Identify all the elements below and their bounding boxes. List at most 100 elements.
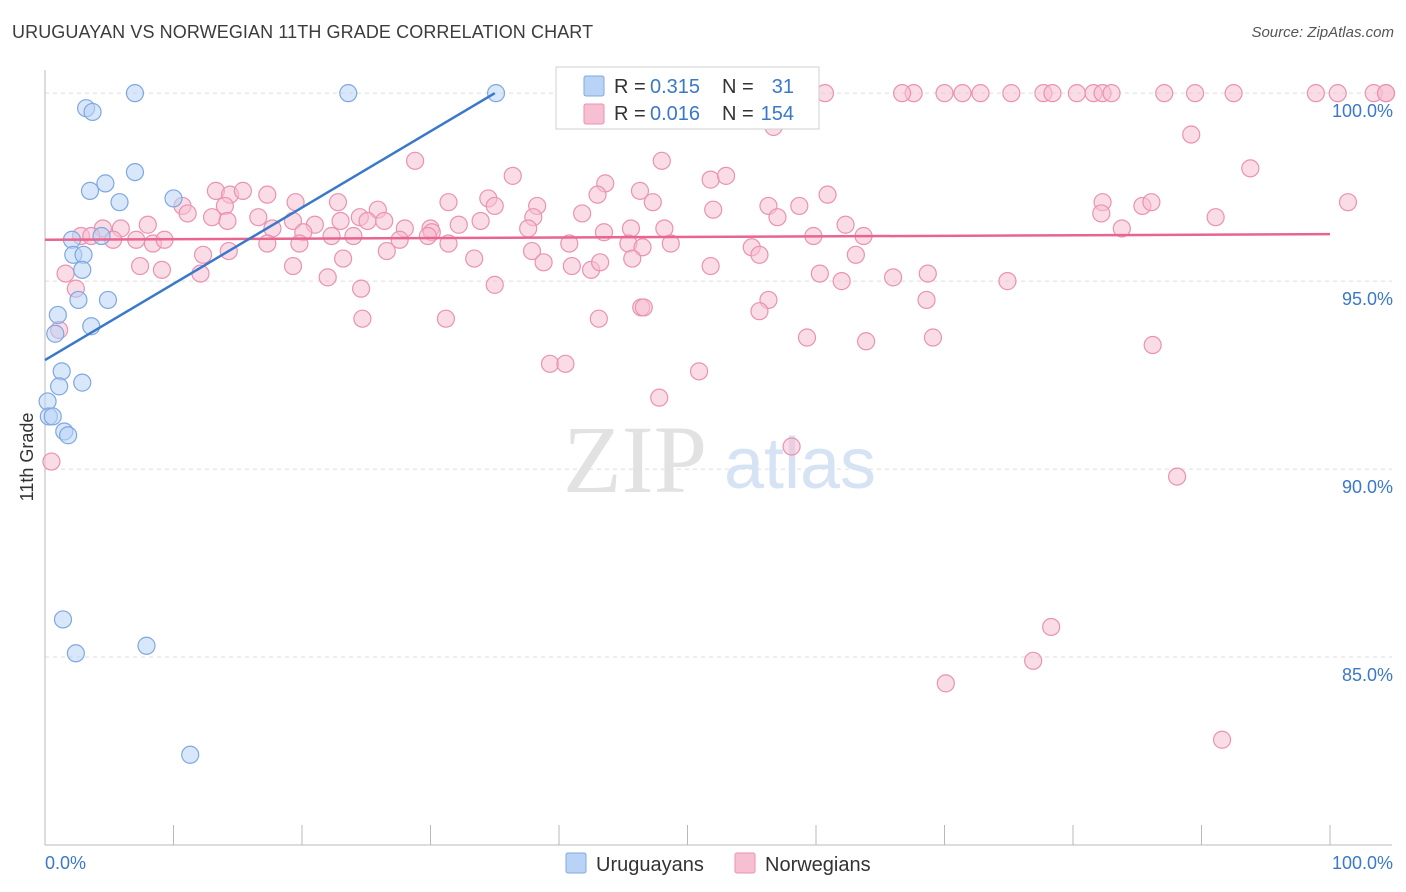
- norwegians-point: [923, 328, 943, 347]
- uruguayans-point: [74, 245, 93, 264]
- norwegians-point: [643, 193, 662, 212]
- chart-title: URUGUAYAN VS NORWEGIAN 11TH GRADE CORREL…: [12, 22, 594, 42]
- norwegians-point: [1067, 84, 1086, 103]
- norwegians-point: [1042, 617, 1061, 637]
- uruguayans-point: [98, 290, 118, 310]
- uruguayans-point: [80, 181, 100, 200]
- norwegians-point: [1306, 84, 1325, 103]
- norwegians-point: [522, 241, 542, 261]
- norwegians-point: [218, 211, 237, 231]
- norwegians-point: [1338, 193, 1358, 212]
- norwegians-point: [344, 226, 363, 246]
- norwegians-point: [375, 211, 394, 231]
- uruguayans-point: [43, 407, 62, 426]
- norwegians-point: [782, 437, 801, 456]
- norwegians-point: [797, 328, 817, 347]
- norwegians-point: [588, 185, 607, 204]
- norwegians-point: [621, 219, 641, 238]
- uruguayans-point: [125, 84, 145, 103]
- norwegians-point: [918, 264, 937, 283]
- legend-n-value-1: 154: [761, 103, 794, 125]
- norwegians-point: [573, 204, 592, 223]
- legend-uruguayans-swatch: [565, 852, 587, 874]
- norwegians-point: [377, 241, 396, 261]
- norwegians-point: [818, 185, 837, 204]
- legend-r-label-0: R =: [614, 76, 646, 98]
- norwegians-point: [1212, 730, 1232, 749]
- norwegians-point: [810, 264, 829, 283]
- norwegians-point: [418, 226, 438, 246]
- uruguayans-point: [164, 189, 183, 208]
- norwegians-point: [390, 230, 409, 249]
- norwegians-point: [353, 309, 372, 328]
- norwegians-point: [560, 234, 579, 253]
- norwegians-point: [832, 272, 851, 291]
- norwegians-point: [471, 211, 490, 231]
- uruguayans-point: [52, 362, 71, 381]
- legend-n-label-0: N =: [722, 76, 754, 98]
- y-tick-label-85: 85.0%: [1342, 665, 1393, 685]
- norwegians-point: [689, 362, 709, 381]
- norwegians-point: [138, 215, 157, 234]
- y-tick-label-100: 100.0%: [1332, 101, 1393, 121]
- legend-n-value-0: 31: [772, 76, 794, 98]
- norwegians-point: [883, 268, 903, 287]
- norwegians-point: [322, 226, 341, 246]
- norwegians-point: [1142, 193, 1161, 212]
- norwegians-point: [130, 256, 150, 276]
- norwegians-point: [283, 256, 303, 276]
- uruguayans-point: [66, 644, 85, 663]
- norwegians-point: [449, 215, 468, 234]
- norwegians-point: [334, 249, 353, 268]
- norwegians-point: [857, 332, 876, 351]
- norwegians-point: [1328, 84, 1347, 103]
- norwegians-point: [1143, 335, 1162, 355]
- legend-uruguayans-label: Uruguayans: [596, 854, 704, 876]
- norwegians-point: [836, 215, 855, 234]
- norwegians-point: [352, 279, 371, 298]
- norwegians-point: [936, 674, 955, 693]
- norwegians-point: [562, 256, 581, 276]
- norwegians-point: [652, 151, 671, 170]
- norwegians-point: [318, 268, 337, 287]
- norwegians-point: [1224, 84, 1243, 103]
- norwegians-point: [233, 181, 252, 200]
- norwegians-point: [1112, 219, 1131, 238]
- norwegians-point: [790, 196, 809, 216]
- norwegians-point: [1155, 84, 1174, 103]
- norwegians-point: [701, 170, 720, 189]
- uruguayans-point: [181, 745, 200, 764]
- norwegians-point: [1241, 159, 1260, 178]
- uruguayans-point: [46, 324, 65, 343]
- chart-source: Source: ZipAtlas.com: [1251, 24, 1394, 41]
- uruguayans-point: [137, 636, 156, 655]
- norwegians-point: [56, 264, 75, 283]
- norwegians-point: [328, 193, 348, 212]
- x-axis-ticks: [44, 825, 1331, 845]
- legend-norwegians-label: Norwegians: [765, 854, 871, 876]
- norwegians-point: [503, 166, 522, 185]
- y-tick-label-95: 95.0%: [1342, 289, 1393, 309]
- norwegians-point: [42, 452, 61, 471]
- norwegians-point: [485, 275, 504, 294]
- norwegians-point: [589, 309, 608, 328]
- norwegians-point: [1167, 467, 1187, 486]
- norwegians-point: [193, 245, 213, 264]
- norwegians-point: [630, 181, 650, 200]
- uruguayans-point: [59, 426, 78, 445]
- norwegians-point: [436, 309, 456, 328]
- x-tick-label-1: 100.0%: [1332, 853, 1393, 873]
- uruguayans-trend-line: [44, 92, 496, 362]
- uruguayans-point: [69, 290, 88, 310]
- x-tick-label-0: 0.0%: [45, 853, 86, 873]
- norwegians-point: [519, 219, 538, 238]
- legend-blue-swatch: [583, 75, 605, 97]
- watermark-atlas: atlas: [724, 424, 876, 504]
- legend-r-value-1: 0.016: [650, 103, 700, 125]
- norwegians-point: [935, 84, 954, 103]
- uruguayans-point: [486, 84, 506, 103]
- norwegians-point: [1102, 84, 1121, 103]
- norwegians-point: [465, 249, 484, 268]
- norwegians-point: [953, 84, 972, 103]
